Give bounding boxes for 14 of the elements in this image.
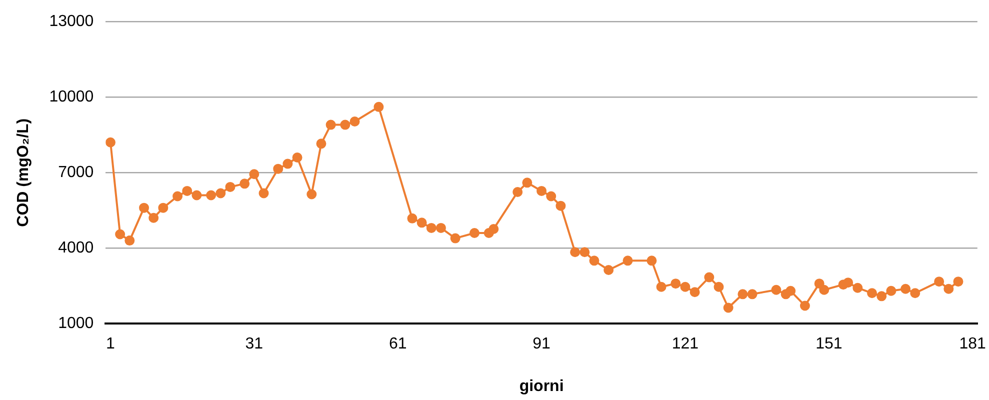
x-tick-label: 1 <box>106 336 116 353</box>
x-tick-label: 121 <box>672 336 699 353</box>
y-tick-label: 4000 <box>58 240 94 257</box>
x-tick-label: 91 <box>532 336 551 353</box>
y-axis-title: COD (mgO₂/L) <box>15 118 32 227</box>
x-axis-title: giorni <box>519 378 564 395</box>
x-tick-label: 61 <box>388 336 407 353</box>
y-tick-label: 13000 <box>49 13 94 30</box>
y-tick-label: 7000 <box>58 164 94 182</box>
y-tick-label: 1000 <box>58 315 94 332</box>
x-tick-label: 181 <box>959 336 986 353</box>
x-tick-label: 151 <box>816 336 842 353</box>
x-tick-label: 31 <box>245 336 264 353</box>
y-tick-label: 10000 <box>49 88 94 106</box>
